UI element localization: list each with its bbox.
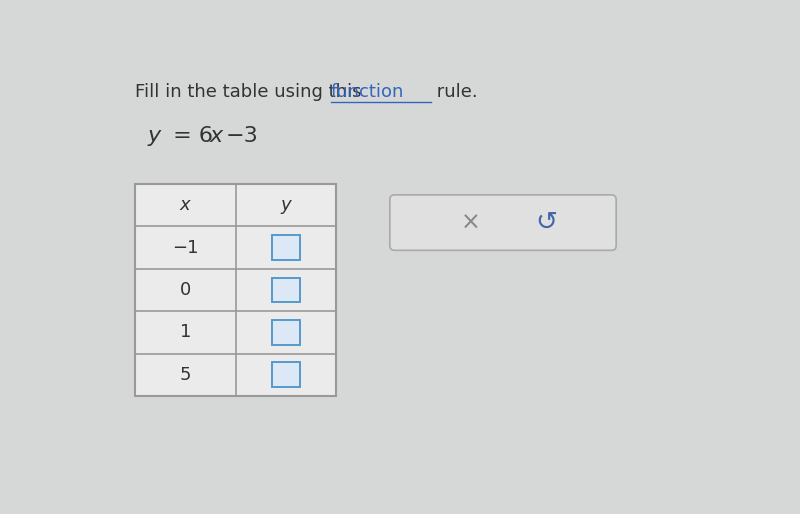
Text: 5: 5: [179, 365, 191, 383]
Text: 1: 1: [179, 323, 191, 341]
Text: x: x: [210, 125, 223, 145]
Text: rule.: rule.: [431, 83, 478, 101]
FancyBboxPatch shape: [272, 278, 300, 302]
Text: ↺: ↺: [535, 210, 558, 235]
Text: y: y: [281, 196, 291, 214]
Text: function: function: [331, 83, 404, 101]
Text: −3: −3: [226, 125, 258, 145]
Text: ×: ×: [461, 211, 480, 234]
FancyBboxPatch shape: [272, 235, 300, 260]
Text: x: x: [180, 196, 190, 214]
Text: y: y: [148, 125, 161, 145]
FancyBboxPatch shape: [272, 362, 300, 387]
Text: −1: −1: [172, 238, 198, 256]
Text: = 6: = 6: [166, 125, 213, 145]
FancyBboxPatch shape: [390, 195, 616, 250]
Text: 0: 0: [180, 281, 191, 299]
FancyBboxPatch shape: [272, 320, 300, 345]
Text: Fill in the table using this: Fill in the table using this: [135, 83, 367, 101]
FancyBboxPatch shape: [135, 184, 336, 396]
